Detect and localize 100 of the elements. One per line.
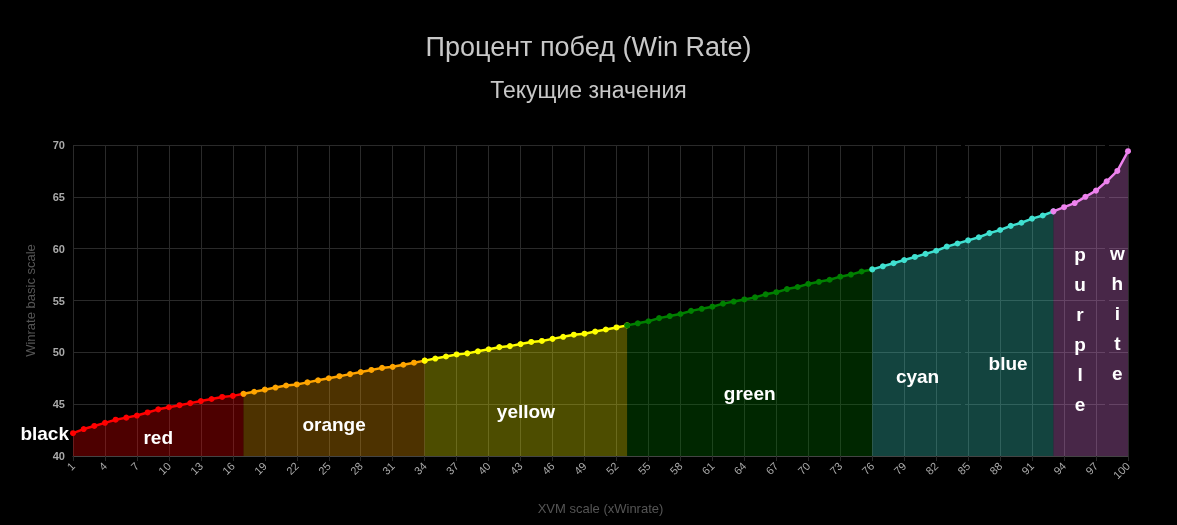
point xyxy=(411,359,418,366)
chart-subtitle: Текущие значения xyxy=(490,76,687,103)
point xyxy=(1071,200,1078,207)
y-axis-title: Winrate basic scale xyxy=(23,244,38,357)
x-tick-label: 52 xyxy=(603,459,621,477)
point xyxy=(336,373,343,380)
point xyxy=(528,338,535,345)
point xyxy=(741,296,748,303)
point xyxy=(272,384,279,391)
point xyxy=(187,400,194,407)
point xyxy=(506,343,513,350)
point xyxy=(709,303,716,310)
point xyxy=(112,416,119,423)
annotation: orange xyxy=(302,414,366,436)
x-tick-label: 7 xyxy=(128,459,142,473)
point xyxy=(688,307,695,314)
point xyxy=(570,331,577,338)
x-tick-label: 31 xyxy=(379,459,397,477)
point xyxy=(283,382,290,389)
point xyxy=(165,404,172,411)
x-tick-label: 94 xyxy=(1051,459,1069,477)
point xyxy=(1093,187,1100,194)
x-tick-label: 76 xyxy=(859,459,877,477)
x-tick-label: 79 xyxy=(891,459,909,477)
point xyxy=(794,284,801,291)
point xyxy=(357,369,364,376)
point xyxy=(219,393,226,400)
point xyxy=(251,388,258,395)
x-tick-label: 49 xyxy=(571,459,589,477)
x-tick-label: 10 xyxy=(156,459,174,477)
x-tick-label: 25 xyxy=(315,459,333,477)
x-tick-label: 22 xyxy=(283,459,302,477)
point xyxy=(666,313,673,320)
point xyxy=(634,320,641,327)
point xyxy=(197,398,204,405)
y-tick-label: 60 xyxy=(52,242,65,255)
x-tick-label: 100 xyxy=(1110,459,1133,482)
point xyxy=(901,257,908,264)
point xyxy=(1103,178,1110,185)
point xyxy=(1061,204,1068,211)
y-tick-label: 50 xyxy=(52,346,65,359)
x-tick-label: 67 xyxy=(763,459,781,477)
point xyxy=(485,346,492,353)
point xyxy=(325,375,332,382)
x-tick-label: 70 xyxy=(795,459,813,477)
annotation: yellow xyxy=(496,400,556,422)
point xyxy=(773,289,780,296)
point xyxy=(400,361,407,368)
annotation: red xyxy=(143,426,174,448)
x-tick-label: 40 xyxy=(475,459,493,477)
point xyxy=(304,379,311,386)
x-tick-label: 28 xyxy=(347,459,365,477)
point xyxy=(837,273,844,280)
x-tick-label: 34 xyxy=(411,459,429,477)
point xyxy=(954,240,961,247)
point xyxy=(762,291,769,298)
point xyxy=(442,353,449,360)
x-tick-label: 43 xyxy=(507,459,525,477)
x-tick-label: 58 xyxy=(667,459,685,477)
point xyxy=(496,344,503,351)
point xyxy=(123,414,130,421)
point xyxy=(943,243,950,250)
point xyxy=(698,305,705,312)
point xyxy=(538,337,545,344)
x-tick-label: 85 xyxy=(955,459,973,477)
annotation: blue xyxy=(988,353,1028,375)
point xyxy=(368,366,375,373)
x-tick-label: 82 xyxy=(923,459,941,477)
y-tick-label: 65 xyxy=(52,190,65,203)
point xyxy=(975,234,982,241)
x-tick-label: 91 xyxy=(1019,459,1037,477)
point xyxy=(602,326,609,333)
point xyxy=(315,377,322,384)
x-tick-label: 19 xyxy=(251,459,270,477)
point xyxy=(560,333,567,340)
point xyxy=(911,253,918,260)
x-tick-label: 13 xyxy=(188,459,206,477)
point xyxy=(1082,193,1089,200)
point xyxy=(784,286,790,293)
x-tick-label: 61 xyxy=(699,459,717,477)
x-tick-label: 55 xyxy=(635,459,653,477)
annotation: white xyxy=(1108,242,1125,384)
point xyxy=(208,395,215,402)
point xyxy=(645,318,652,325)
x-tick-label: 73 xyxy=(827,459,845,477)
point xyxy=(293,381,300,388)
point xyxy=(815,278,822,285)
point xyxy=(155,406,162,413)
point xyxy=(847,271,854,278)
point xyxy=(101,419,108,426)
point xyxy=(91,422,98,429)
point xyxy=(922,250,929,257)
point xyxy=(826,276,833,283)
x-tick-label: 46 xyxy=(539,459,557,477)
y-tick-label: 70 xyxy=(52,139,65,151)
point xyxy=(1007,222,1014,229)
annotation: cyan xyxy=(895,365,940,387)
point xyxy=(986,230,993,237)
x-tick-label: 1 xyxy=(64,459,78,473)
point xyxy=(464,350,471,357)
